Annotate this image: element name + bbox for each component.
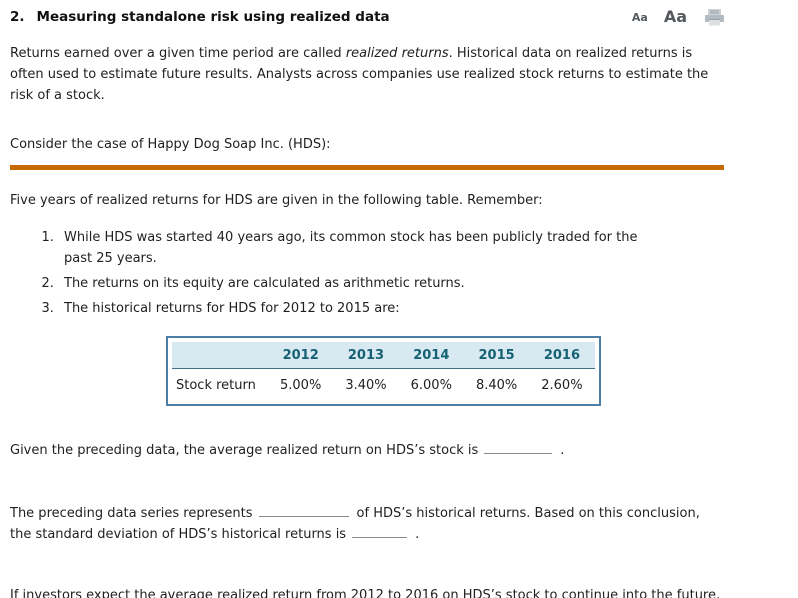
value-2014: 6.00% [410,378,452,393]
average-return-blank[interactable] [484,440,553,454]
q1-text: Given the preceding data, the average re… [10,443,479,458]
table-header-row: 2012 2013 2014 2015 2016 [172,342,595,369]
print-icon[interactable] [703,8,726,26]
year-header-2015: 2015 [463,342,530,369]
question-1: Given the preceding data, the average re… [10,440,724,461]
q2-text-2: of HDS’s historical returns. Based on th… [10,506,700,542]
table-lead-line: Five years of realized returns for HDS a… [10,193,543,208]
q1-period: . [560,443,565,458]
section-divider [10,165,724,170]
year-header-2016: 2016 [529,342,595,369]
question-number: 2. [10,9,25,25]
row-label: Stock return [176,378,256,393]
table-corner-cell [172,342,268,369]
font-size-decrease-button[interactable]: Aa [631,10,648,24]
list-item-2: The returns on its equity are calculated… [58,273,650,294]
question-title-text: Measuring standalone risk using realized… [36,9,390,25]
data-series-type-blank[interactable] [258,503,349,517]
value-2016: 2.60% [541,378,583,393]
question-3: If investors expect the average realized… [10,585,724,598]
year-header-2012: 2012 [268,342,334,369]
value-2013: 3.40% [345,378,387,393]
page-title: 2. Measuring standalone risk using realiz… [10,6,390,25]
remember-list: While HDS was started 40 years ago, its … [10,227,650,319]
intro-text-2: . Historical data on realized returns is… [10,46,709,103]
value-2015: 8.40% [475,378,518,393]
q3-text: If investors expect the average realized… [10,588,721,598]
year-header-2013: 2013 [333,342,399,369]
intro-paragraph: Returns earned over a given time period … [10,43,724,106]
font-size-increase-button[interactable]: Aa [663,7,687,26]
intro-text-1: Returns earned over a given time period … [10,46,346,61]
list-item-1: While HDS was started 40 years ago, its … [58,227,650,269]
question-2: The preceding data series represents of H… [10,503,724,545]
table-row-stock-return: Stock return 5.00% 3.40% 6.00% 8.40% 2.6… [172,369,595,400]
header-controls: Aa Aa [632,6,788,26]
standard-deviation-blank[interactable] [352,524,408,538]
case-intro-line: Consider the case of Happy Dog Soap Inc.… [10,137,331,152]
list-item-3: The historical returns for HDS for 2012 … [58,298,650,319]
question-header: 2. Measuring standalone risk using realiz… [10,6,788,26]
returns-table: 2012 2013 2014 2015 2016 Stock return 5.… [166,336,601,406]
q2-period: . [415,527,420,542]
q2-text-1: The preceding data series represents [10,506,253,521]
value-2012: 5.00% [280,378,322,393]
intro-italic-term: realized returns [345,46,449,61]
year-header-2014: 2014 [398,342,464,369]
